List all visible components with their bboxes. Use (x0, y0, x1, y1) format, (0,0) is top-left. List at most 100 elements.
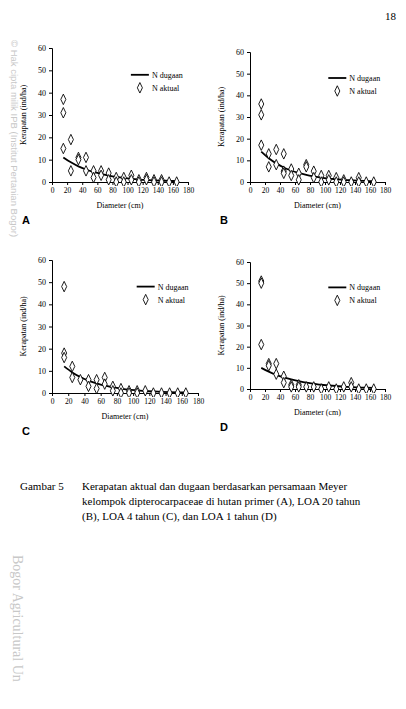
fit-line (261, 368, 374, 388)
x-tick-label: 0 (249, 393, 253, 402)
x-tick-label: 20 (262, 186, 270, 195)
x-tick-label: 100 (320, 393, 332, 402)
data-point (341, 382, 346, 392)
y-tick-label: 60 (236, 258, 244, 267)
y-tick-label: 50 (236, 70, 244, 79)
y-tick-label: 40 (236, 300, 244, 309)
y-tick-label: 60 (38, 256, 46, 265)
y-tick-mark (247, 52, 250, 53)
x-tick-label: 40 (79, 186, 87, 195)
data-point (371, 177, 376, 186)
y-tick-mark (49, 70, 52, 71)
x-tick-mark (280, 389, 281, 392)
legend-label: N aktual (349, 296, 377, 305)
x-tick-label: 180 (183, 186, 195, 195)
data-point (68, 134, 73, 144)
x-tick-label: 140 (153, 186, 165, 195)
y-tick-mark (247, 389, 250, 390)
panel-label: A (22, 214, 30, 226)
y-tick-mark (247, 326, 250, 327)
data-point (259, 110, 264, 120)
x-tick-mark (117, 393, 118, 396)
y-tick-mark (49, 327, 52, 328)
x-axis-title: Diameter (cm) (102, 412, 149, 421)
caption: kelompok dipterocarpaceae di hutan prime… (82, 495, 361, 508)
panel-label: C (22, 425, 30, 437)
y-tick-mark (49, 182, 52, 183)
y-tick: 60 (38, 44, 52, 53)
x-tick: 20 (262, 182, 270, 195)
y-tick: 50 (38, 278, 52, 287)
x-tick-label: 120 (138, 186, 150, 195)
y-tick-mark (49, 393, 52, 394)
y-tick-mark (247, 95, 250, 96)
x-tick-mark (173, 182, 174, 185)
y-tick-label: 30 (38, 111, 46, 120)
y-tick-mark (49, 48, 52, 49)
data-point (289, 170, 294, 180)
data-point (159, 177, 164, 186)
y-tick-label: 50 (236, 279, 244, 288)
y-tick-mark (247, 347, 250, 348)
data-point (143, 386, 148, 396)
data-point (151, 388, 156, 397)
x-axis-title: Diameter (cm) (294, 201, 341, 210)
y-tick-label: 0 (240, 178, 244, 187)
y-tick-mark (247, 304, 250, 305)
x-tick-mark (182, 393, 183, 396)
x-tick-mark (325, 389, 326, 392)
plot-area (62, 281, 189, 397)
legend-swatch (328, 286, 346, 288)
chart: 0102030405060020406080100120140160180Ker… (19, 44, 194, 226)
y-axis-title: Kerapatan (ind/ha) (217, 87, 226, 148)
data-point (304, 382, 309, 392)
data-point (281, 149, 286, 159)
x-tick-label: 20 (65, 397, 73, 406)
x-tick-label: 140 (160, 397, 172, 406)
y-tick-mark (49, 349, 52, 350)
y-axis-line (49, 261, 53, 394)
y-tick-mark (49, 371, 52, 372)
data-point (183, 388, 188, 397)
x-tick: 40 (277, 182, 285, 195)
data-point (274, 159, 279, 169)
watermark: Bogor Agricultural Un (10, 555, 25, 682)
data-point (151, 177, 156, 186)
x-tick-label: 80 (307, 393, 315, 402)
y-axis-line (49, 49, 53, 183)
data-point (135, 388, 140, 397)
x-tick: 40 (79, 182, 87, 195)
x-tick: 180 (380, 182, 392, 195)
y-tick-mark (247, 262, 250, 263)
data-point (102, 379, 107, 389)
chart: 0102030405060020406080100120140160180Ker… (19, 256, 204, 437)
data-point (70, 372, 75, 382)
x-tick-label: 60 (97, 397, 105, 406)
x-tick-label: 0 (249, 186, 253, 195)
panel-label: D (220, 421, 228, 433)
data-point (114, 177, 119, 186)
y-tick-mark (49, 260, 52, 261)
data-point (83, 166, 88, 176)
x-tick-label: 160 (365, 186, 377, 195)
y-tick-mark (49, 160, 52, 161)
x-tick-label: 140 (350, 393, 362, 402)
legend-label: N aktual (349, 87, 377, 96)
y-axis-line (247, 263, 251, 390)
x-tick-mark (250, 389, 251, 392)
x-tick-mark (295, 389, 296, 392)
x-tick: 20 (64, 182, 72, 195)
legend: N dugaanN aktual (328, 283, 380, 305)
y-tick: 30 (236, 322, 250, 331)
x-tick-mark (68, 393, 69, 396)
legend-label: N aktual (152, 84, 180, 93)
y-tick-label: 0 (42, 389, 46, 398)
x-axis-title: Diameter (cm) (294, 408, 341, 417)
data-point (62, 281, 67, 291)
data-point (341, 177, 346, 186)
data-point (259, 339, 264, 349)
data-point (259, 140, 264, 150)
x-axis-title: Diameter (cm) (97, 201, 144, 210)
x-tick-label: 20 (262, 393, 270, 402)
x-tick-label: 160 (177, 397, 189, 406)
